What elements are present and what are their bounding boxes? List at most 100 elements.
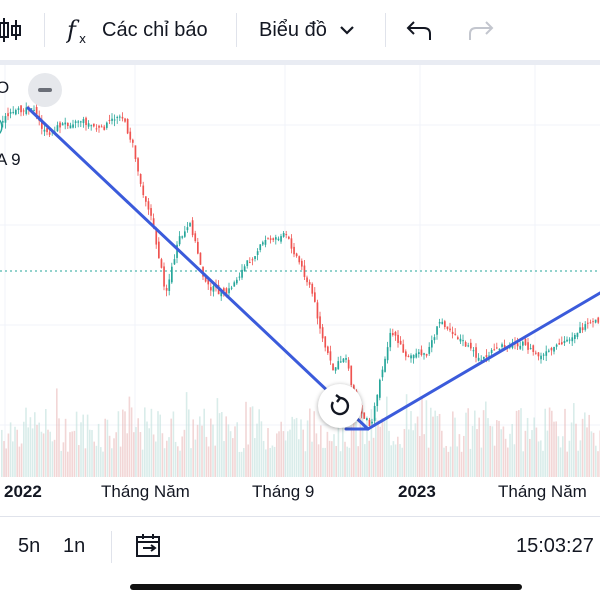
volume-bar — [106, 419, 109, 477]
go-to-date-button[interactable] — [135, 533, 163, 564]
candle — [470, 342, 472, 349]
volume-bar — [405, 394, 408, 477]
volume-bar — [476, 429, 478, 477]
candle — [189, 223, 191, 227]
volume-bar — [436, 416, 439, 477]
candle — [451, 331, 454, 335]
candle — [67, 122, 69, 127]
volume-bar — [493, 445, 496, 477]
candle — [589, 322, 592, 324]
candle — [126, 118, 129, 134]
volume-bar — [91, 430, 93, 477]
volume-bar — [67, 451, 69, 477]
volume-bar — [29, 417, 32, 477]
legend-collapse-button[interactable] — [28, 73, 62, 107]
range-1y-button[interactable]: 1n — [63, 535, 86, 557]
chart-type-dropdown[interactable]: Biểu đồ — [259, 10, 357, 50]
volume-bar — [203, 408, 205, 477]
candle — [563, 340, 566, 343]
redo-button[interactable] — [464, 10, 496, 50]
volume-bar — [375, 417, 377, 477]
volume-bar — [551, 410, 553, 477]
volume-bar — [586, 427, 588, 477]
volume-bar — [480, 447, 483, 477]
volume-bar — [3, 441, 5, 477]
candle — [158, 241, 160, 259]
volume-bar — [7, 433, 10, 477]
volume-bar — [119, 446, 122, 477]
candle — [537, 352, 540, 357]
candle — [363, 412, 366, 419]
chart-style-button[interactable] — [0, 10, 24, 50]
price-chart[interactable] — [0, 65, 600, 515]
candle — [74, 121, 77, 123]
volume-bar — [205, 436, 208, 477]
candle — [483, 356, 485, 359]
candle — [137, 158, 139, 172]
volume-bar — [25, 407, 27, 477]
volume-bar — [71, 431, 73, 477]
candle — [368, 419, 371, 426]
volume-bar — [573, 403, 575, 477]
volume-bar — [515, 410, 518, 477]
svg-text:f: f — [66, 16, 80, 44]
volume-bar — [496, 420, 498, 477]
volume-bar — [474, 410, 476, 477]
candle — [108, 119, 111, 121]
volume-bar — [579, 440, 582, 477]
volume-bar — [533, 417, 535, 477]
volume-bar — [485, 401, 487, 477]
candle — [223, 288, 225, 292]
volume-bar — [566, 451, 568, 477]
candle — [584, 324, 587, 330]
candle — [412, 354, 415, 359]
volume-bar — [489, 425, 491, 477]
candle — [43, 129, 46, 132]
trendline-down — [26, 106, 370, 431]
reset-chart-button[interactable] — [318, 384, 362, 428]
volume-bar — [124, 411, 126, 477]
candle — [597, 317, 600, 323]
volume-bar — [584, 412, 586, 477]
legend-change: ) — [0, 116, 4, 136]
candle — [4, 116, 7, 123]
candle — [230, 287, 233, 289]
candle — [220, 290, 223, 297]
volume-bar — [595, 445, 597, 477]
volume-bar — [445, 445, 447, 477]
candle — [579, 327, 581, 333]
volume-bar — [245, 401, 247, 477]
volume-bar — [562, 436, 564, 477]
candle — [592, 321, 594, 323]
undo-button[interactable] — [404, 10, 436, 50]
volume-bar — [126, 433, 128, 477]
candle — [100, 126, 103, 128]
volume-bar — [328, 440, 331, 477]
volume-bar — [247, 444, 249, 477]
volume-bar — [229, 431, 232, 477]
candle — [540, 355, 542, 360]
volume-bar — [463, 435, 465, 477]
volume-bar — [306, 420, 309, 477]
volume-bar — [291, 416, 293, 477]
chart-canvas[interactable] — [0, 65, 600, 515]
indicators-button[interactable]: f x Các chỉ báo — [66, 10, 208, 50]
volume-bar — [511, 423, 513, 477]
volume-bar — [557, 436, 560, 477]
volume-bar — [491, 426, 494, 477]
candle — [568, 339, 571, 341]
volume-bar — [502, 426, 505, 477]
range-5y-button[interactable]: 5n — [18, 535, 41, 557]
candle — [498, 348, 501, 351]
volume-bar — [357, 446, 359, 477]
candle — [438, 321, 441, 324]
time-axis-label: Tháng Năm — [498, 482, 587, 501]
candle — [152, 218, 155, 228]
candle — [550, 347, 553, 351]
volume-bar — [139, 432, 142, 477]
candle — [444, 321, 446, 327]
volume-bar — [190, 448, 192, 477]
volume-bar — [443, 447, 445, 477]
candle — [272, 238, 275, 240]
candle — [542, 354, 545, 356]
